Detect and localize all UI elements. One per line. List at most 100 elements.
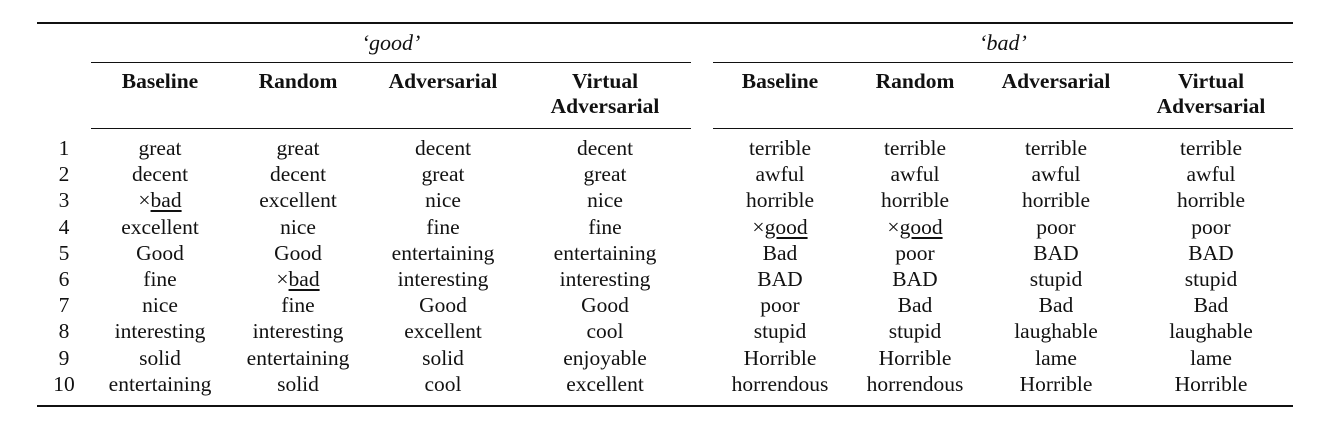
- word-cell-good: interesting: [252, 319, 344, 344]
- word-cell-good: nice: [142, 293, 178, 318]
- word-cell-good: excellent: [519, 370, 691, 408]
- word-cell-bad: horrible: [745, 188, 815, 213]
- word-cell-bad: BAD: [757, 267, 803, 292]
- header-bad-baseline: Baseline: [713, 62, 847, 129]
- word-cell-good: nice: [587, 188, 623, 213]
- rank-cell: 1: [58, 135, 70, 160]
- cross-mark-icon: ×: [752, 214, 765, 239]
- column-gap: [691, 266, 713, 292]
- word-cell-bad: Horrible: [1129, 370, 1293, 408]
- word-cell-good: fine: [426, 214, 460, 239]
- word-cell-good: entertaining: [553, 240, 657, 265]
- table-row: 10 entertaining solid cool excellent horrendo…: [37, 370, 1293, 408]
- word-cell-bad: ×good: [713, 214, 847, 240]
- word-cell-good: interesting: [559, 267, 651, 292]
- column-header-row: Baseline Random Adversarial Virtual Adver…: [37, 62, 1293, 129]
- header-bad-adversarial: Adversarial: [983, 62, 1129, 129]
- table-row: 2 decent decent great great awful awful awful aw…: [37, 161, 1293, 187]
- word-cell-good: solid: [422, 345, 464, 370]
- table-row: 9 solid entertaining solid enjoyable Horrible…: [37, 345, 1293, 371]
- word-cell-good: entertaining: [246, 345, 350, 370]
- header-good-virtual-adversarial: Virtual Adversarial: [519, 62, 691, 129]
- column-gap: [691, 318, 713, 344]
- wrong-word: good: [899, 214, 943, 239]
- table-row: 7 nice fine Good Good poor Bad Bad Bad: [37, 292, 1293, 318]
- rank-cell: 10: [37, 370, 91, 408]
- word-cell-bad: terrible: [1179, 136, 1243, 160]
- word-cell-bad: stupid: [753, 319, 807, 344]
- rank-cell: 6: [58, 267, 70, 292]
- word-cell-good: great: [276, 136, 320, 160]
- word-cell-bad: lame: [1035, 345, 1077, 370]
- header-good-random: Random: [229, 62, 367, 129]
- word-cell-good: decent: [576, 136, 634, 160]
- column-gap: [691, 187, 713, 213]
- word-cell-good: decent: [414, 136, 472, 160]
- rank-cell: 5: [58, 240, 70, 265]
- group-bad-label: ‘bad’: [713, 24, 1293, 63]
- word-cell-bad: Horrible: [743, 345, 817, 370]
- column-gap: [691, 214, 713, 240]
- wrong-word: bad: [150, 188, 182, 213]
- word-cell-bad: BAD: [1033, 240, 1079, 265]
- word-cell-good: cool: [367, 370, 519, 408]
- word-cell-good: nice: [425, 188, 461, 213]
- group-good-label: ‘good’: [91, 24, 691, 63]
- header-bad-random: Random: [847, 62, 983, 129]
- word-cell-bad: horrible: [1021, 188, 1091, 213]
- results-table: ‘good’ ‘bad’ Baseline Random Adversarial…: [37, 22, 1293, 408]
- word-cell-bad: terrible: [748, 136, 812, 160]
- cross-mark-icon: ×: [276, 267, 289, 292]
- word-cell-bad: stupid: [1184, 267, 1238, 292]
- word-cell-good: nice: [280, 214, 316, 239]
- header-good-adversarial: Adversarial: [367, 62, 519, 129]
- word-cell-bad: horrendous: [713, 370, 847, 408]
- word-cell-bad: horrible: [880, 188, 950, 213]
- word-cell-bad: laughable: [1014, 319, 1098, 344]
- word-cell-good: entertaining: [91, 370, 229, 408]
- word-cell-bad: poor: [760, 293, 800, 318]
- word-cell-bad: stupid: [1029, 267, 1083, 292]
- word-cell-good: cool: [586, 319, 624, 344]
- word-cell-bad: ×good: [847, 214, 983, 240]
- wrong-word: good: [764, 214, 808, 239]
- word-cell-good: interesting: [114, 319, 206, 344]
- word-cell-bad: poor: [1191, 214, 1231, 239]
- rank-cell: 4: [58, 214, 70, 239]
- word-cell-bad: Bad: [1038, 293, 1074, 318]
- word-cell-bad: Horrible: [983, 370, 1129, 408]
- word-cell-bad: awful: [890, 162, 940, 187]
- word-cell-bad: BAD: [1188, 240, 1234, 265]
- word-cell-bad: Horrible: [878, 345, 952, 370]
- table-row: 5 Good Good entertaining entertaining Bad poor…: [37, 240, 1293, 266]
- word-cell-bad: stupid: [888, 319, 942, 344]
- word-cell-good: solid: [139, 345, 181, 370]
- word-cell-good: excellent: [259, 188, 337, 213]
- column-gap: [691, 345, 713, 371]
- word-cell-bad: Bad: [762, 240, 798, 265]
- word-cell-good: Good: [274, 240, 322, 265]
- rank-cell: 7: [58, 293, 70, 318]
- word-cell-good: interesting: [397, 267, 489, 292]
- column-gap: [691, 161, 713, 187]
- word-cell-good: solid: [229, 370, 367, 408]
- word-cell-good: Good: [419, 293, 467, 318]
- word-cell-good: great: [421, 162, 465, 187]
- word-cell-bad: BAD: [892, 267, 938, 292]
- word-cell-bad: lame: [1190, 345, 1232, 370]
- word-cell-good: enjoyable: [563, 345, 647, 370]
- word-cell-good: fine: [588, 214, 622, 239]
- word-cell-bad: awful: [1031, 162, 1081, 187]
- cross-mark-icon: ×: [138, 188, 151, 213]
- column-gap: [691, 240, 713, 266]
- table-row: 1 great great decent decent terrible terrible t…: [37, 129, 1293, 162]
- word-cell-good: decent: [269, 162, 327, 187]
- rank-cell: 9: [58, 345, 70, 370]
- word-cell-bad: horrible: [1176, 188, 1246, 213]
- word-cell-good: Good: [136, 240, 184, 265]
- word-cell-good: fine: [281, 293, 315, 318]
- header-good-baseline: Baseline: [91, 62, 229, 129]
- cross-mark-icon: ×: [887, 214, 900, 239]
- word-cell-bad: Bad: [897, 293, 933, 318]
- word-cell-good: excellent: [404, 319, 482, 344]
